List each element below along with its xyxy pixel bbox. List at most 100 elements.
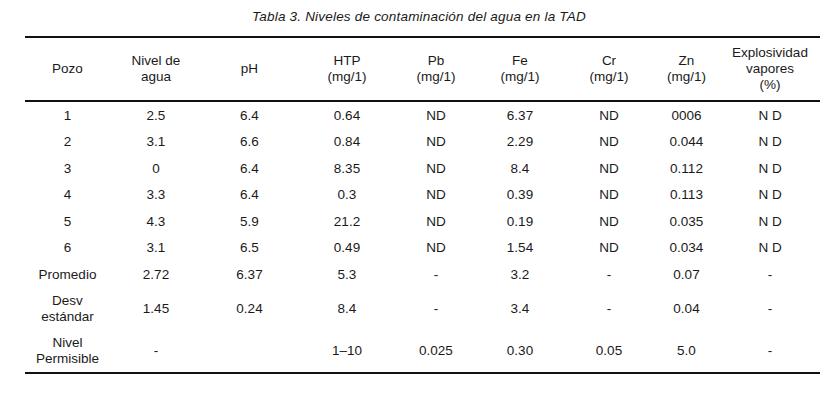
row-label: 6 (25, 235, 110, 262)
table-cell: ND (565, 182, 653, 209)
column-header-pb: Pb (mg/1) (397, 37, 475, 101)
header-row: Pozo Nivel de agua pH HTP (mg/1) Pb (mg/… (25, 37, 820, 101)
table-cell: 1.45 (110, 288, 202, 330)
table-cell: 0.84 (297, 129, 397, 156)
column-header-htp: HTP (mg/1) (297, 37, 397, 101)
table-cell: 3.1 (110, 235, 202, 262)
row-label: 4 (25, 182, 110, 209)
row-label: Promedio (25, 261, 110, 288)
column-header-cr: Cr (mg/1) (565, 37, 653, 101)
table-cell: 0.64 (297, 101, 397, 129)
table-cell: 0.3 (297, 182, 397, 209)
table-cell: 5.9 (202, 208, 297, 235)
table-cell: - (397, 261, 475, 288)
table-row: 12.56.40.64ND6.37ND0006N D (25, 101, 820, 129)
table-cell: 6.37 (202, 261, 297, 288)
table-row: 23.16.60.84ND2.29ND0.044N D (25, 129, 820, 156)
table-cell: 0.04 (653, 288, 720, 330)
table-cell: 0.113 (653, 182, 720, 209)
table-cell: ND (565, 129, 653, 156)
table-cell: 0.044 (653, 129, 720, 156)
table-cell: 0006 (653, 101, 720, 129)
table-cell: 3.1 (110, 129, 202, 156)
table-cell: - (720, 288, 820, 330)
row-label: 2 (25, 129, 110, 156)
column-header-ph: pH (202, 37, 297, 101)
column-header-fe: Fe (mg/1) (475, 37, 565, 101)
table-cell: 3.3 (110, 182, 202, 209)
column-header-explosividad: Explosividad vapores (%) (720, 37, 820, 101)
table-cell: 2.29 (475, 129, 565, 156)
table-cell: 0.24 (202, 288, 297, 330)
table-row: 43.36.40.3ND0.39ND0.113N D (25, 182, 820, 209)
table-row: 306.48.35ND8.4ND0.112N D (25, 155, 820, 182)
table-cell: - (565, 261, 653, 288)
table-cell: N D (720, 155, 820, 182)
table-row: 54.35.921.2ND0.19ND0.035N D (25, 208, 820, 235)
table-cell: ND (397, 208, 475, 235)
table-cell: 0.05 (565, 330, 653, 373)
row-label: 3 (25, 155, 110, 182)
table-cell: 0.025 (397, 330, 475, 373)
table-cell: 8.4 (297, 288, 397, 330)
table-cell: 8.4 (475, 155, 565, 182)
table-cell: 2.5 (110, 101, 202, 129)
table-cell: 6.6 (202, 129, 297, 156)
table-cell: 6.37 (475, 101, 565, 129)
table-cell: 0.112 (653, 155, 720, 182)
table-cell: N D (720, 101, 820, 129)
table-cell: ND (397, 129, 475, 156)
table-cell: 0.39 (475, 182, 565, 209)
table-cell: 6.4 (202, 182, 297, 209)
table-cell: ND (397, 155, 475, 182)
table-cell: 5.0 (653, 330, 720, 373)
document-page: Tabla 3. Niveles de contaminación del ag… (0, 0, 838, 400)
table-cell: ND (397, 101, 475, 129)
table-cell: 0.19 (475, 208, 565, 235)
table-cell: - (110, 330, 202, 373)
table-cell: ND (565, 208, 653, 235)
table-cell: 8.35 (297, 155, 397, 182)
table-cell: 4.3 (110, 208, 202, 235)
contamination-table: Pozo Nivel de agua pH HTP (mg/1) Pb (mg/… (25, 36, 820, 374)
table-cell: ND (397, 235, 475, 262)
table-row: Nivel Permisible-1–100.0250.300.055.0- (25, 330, 820, 373)
table-cell: - (720, 330, 820, 373)
row-label: Nivel Permisible (25, 330, 110, 373)
table-cell: ND (565, 155, 653, 182)
table-row: Promedio2.726.375.3-3.2-0.07- (25, 261, 820, 288)
table-row: 63.16.50.49ND1.54ND0.034N D (25, 235, 820, 262)
table-cell: 0.035 (653, 208, 720, 235)
row-label: 5 (25, 208, 110, 235)
table-cell: ND (565, 101, 653, 129)
table-cell: 1–10 (297, 330, 397, 373)
table-cell: N D (720, 129, 820, 156)
table-cell: 6.4 (202, 155, 297, 182)
table-cell: 0.49 (297, 235, 397, 262)
column-header-nivel-de-agua: Nivel de agua (110, 37, 202, 101)
table-cell: ND (565, 235, 653, 262)
table-title: Tabla 3. Niveles de contaminación del ag… (0, 0, 838, 24)
table-cell: N D (720, 208, 820, 235)
column-header-zn: Zn (mg/1) (653, 37, 720, 101)
row-label: Desv estándar (25, 288, 110, 330)
table-cell: 3.2 (475, 261, 565, 288)
table-cell: 21.2 (297, 208, 397, 235)
table-cell: 5.3 (297, 261, 397, 288)
table-cell: 0 (110, 155, 202, 182)
table-cell (202, 330, 297, 373)
table-cell: 6.4 (202, 101, 297, 129)
table-cell: - (397, 288, 475, 330)
table-cell: - (565, 288, 653, 330)
table-cell: ND (397, 182, 475, 209)
table-cell: 6.5 (202, 235, 297, 262)
table-cell: 3.4 (475, 288, 565, 330)
table-cell: 0.30 (475, 330, 565, 373)
table-row: Desv estándar1.450.248.4-3.4-0.04- (25, 288, 820, 330)
table-cell: 0.034 (653, 235, 720, 262)
table-cell: N D (720, 235, 820, 262)
row-label: 1 (25, 101, 110, 129)
table-cell: 1.54 (475, 235, 565, 262)
table-cell: 2.72 (110, 261, 202, 288)
table-cell: - (720, 261, 820, 288)
